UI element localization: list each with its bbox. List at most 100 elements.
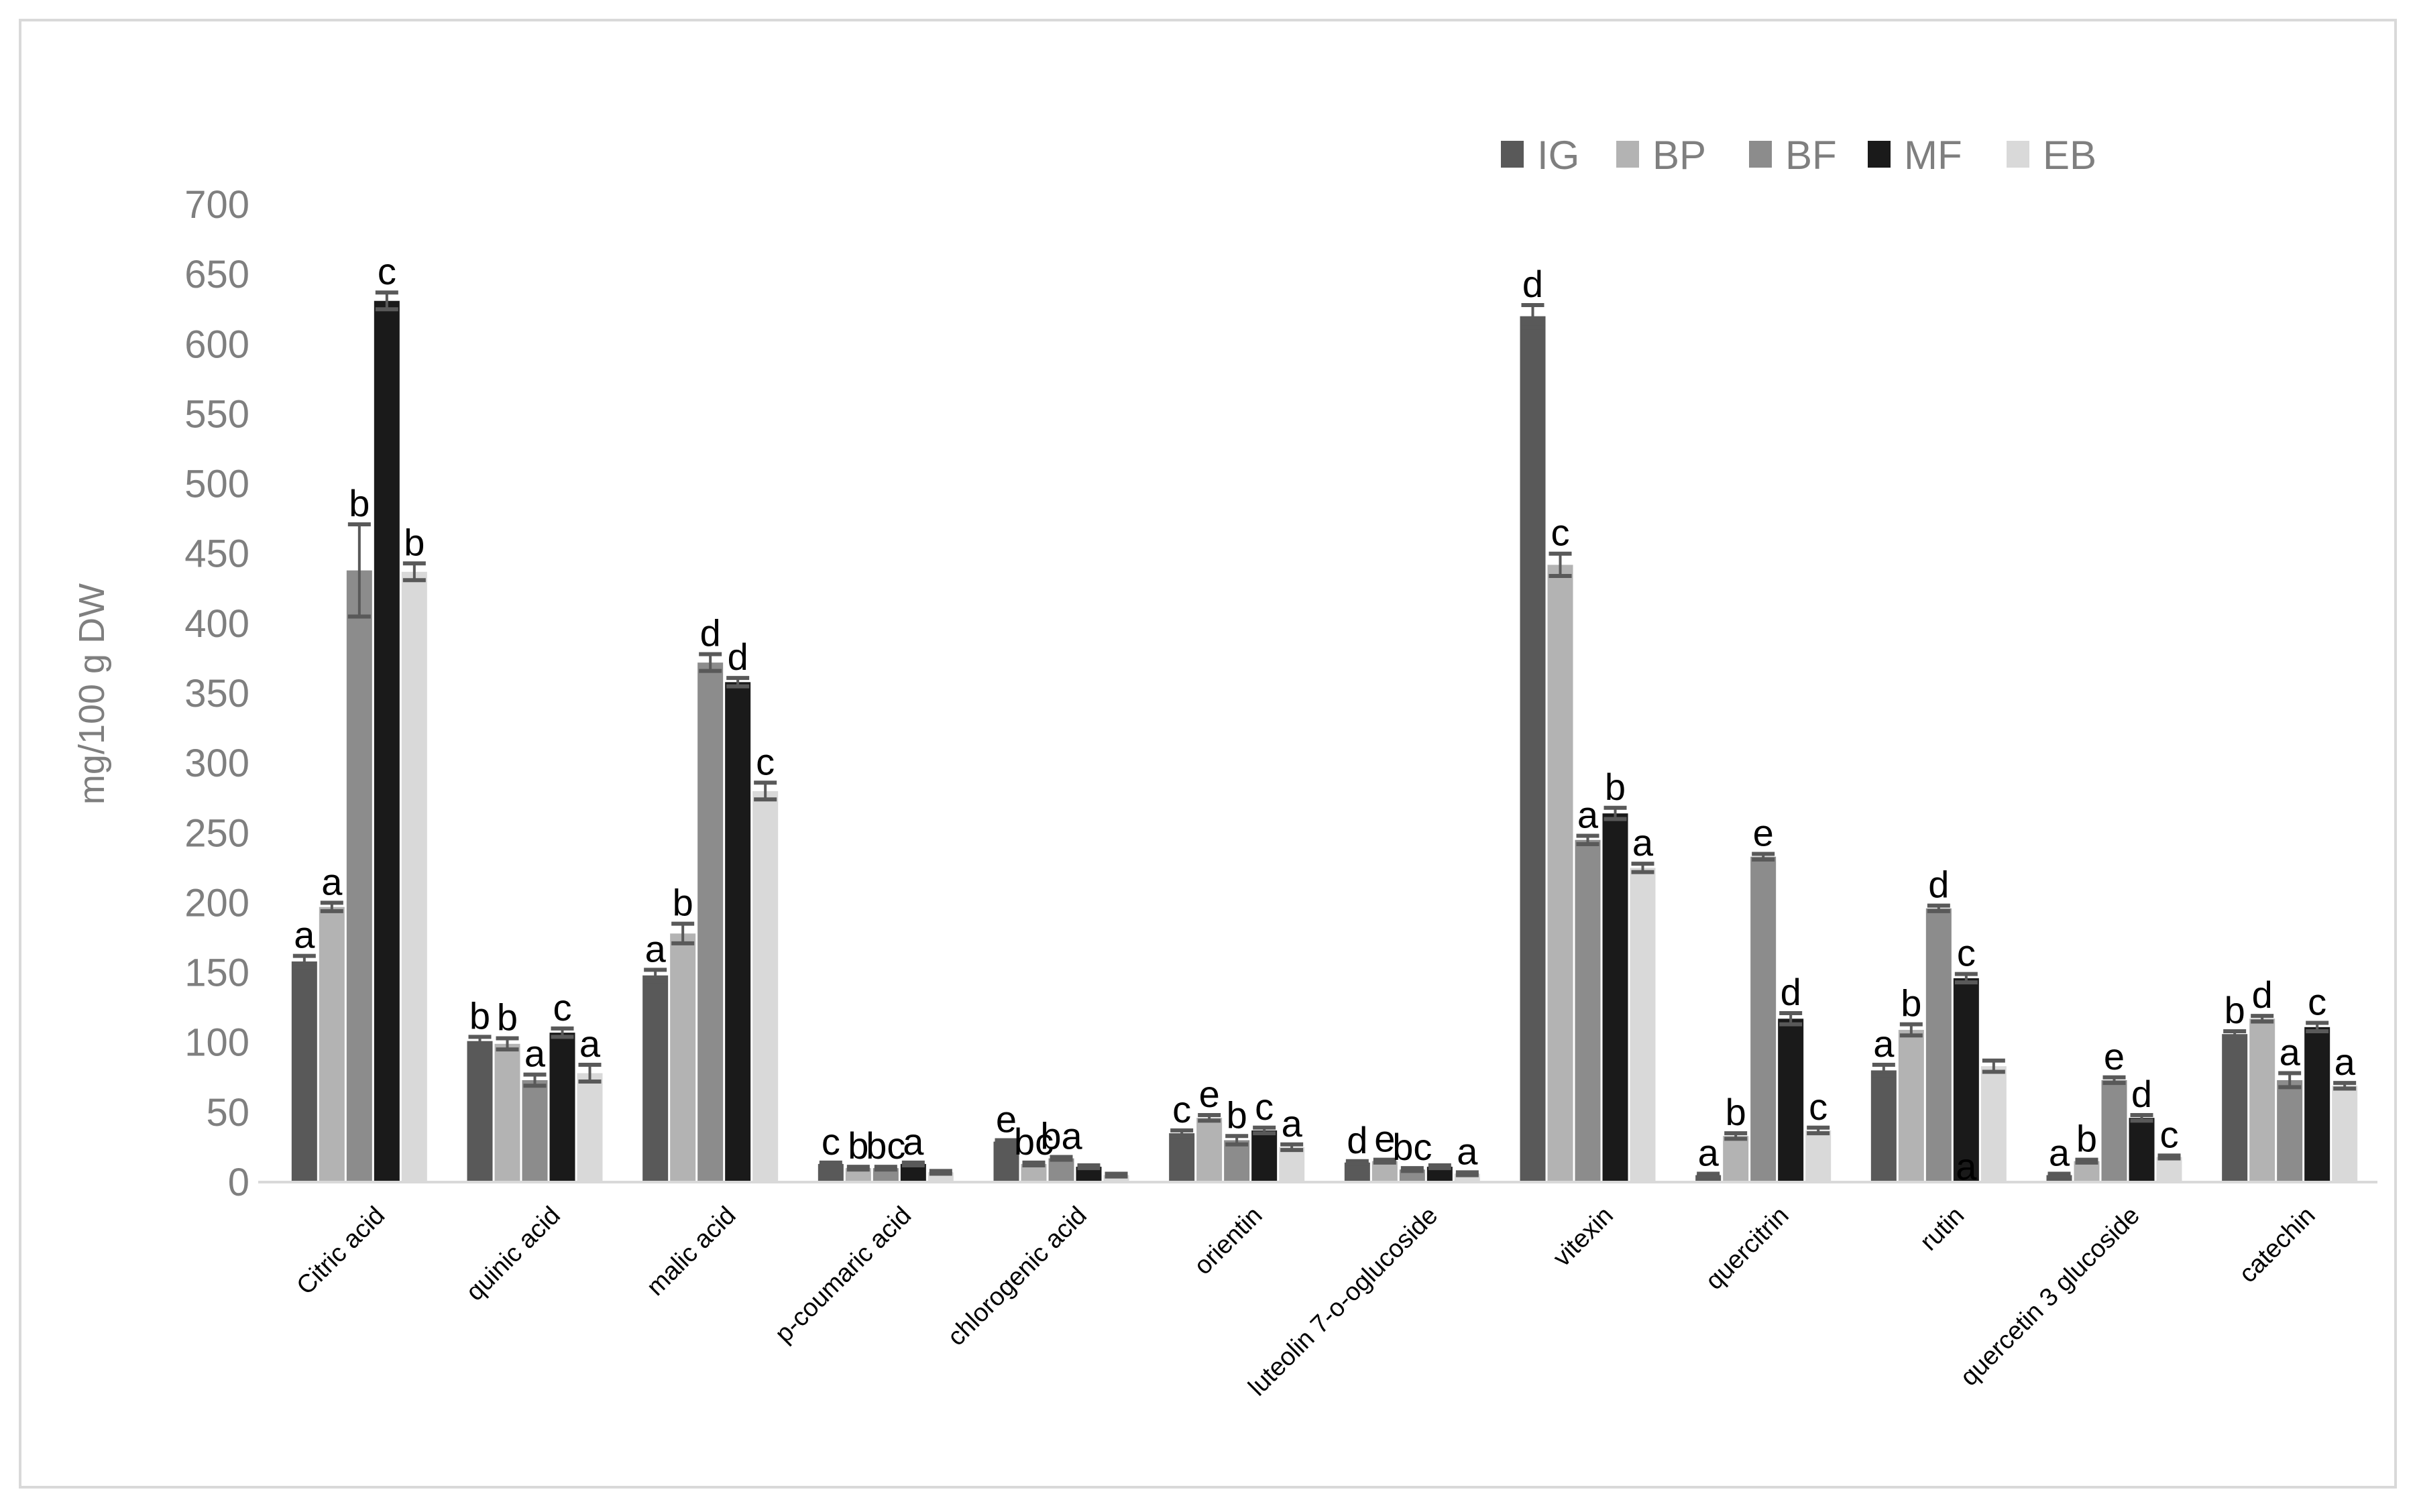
category-label: quercetin 3 glucoside — [1955, 1202, 2145, 1392]
bar-bp — [1371, 1161, 1398, 1182]
bar-bf — [1750, 856, 1777, 1182]
y-tick-label: 50 — [206, 1091, 249, 1135]
bar-eb — [2156, 1157, 2182, 1182]
bar-ig — [291, 961, 317, 1182]
error-bars — [292, 290, 2357, 1179]
significance-letter: c — [1172, 1088, 1191, 1130]
bar-eb — [1279, 1147, 1305, 1182]
y-tick-label: 250 — [184, 811, 249, 855]
legend-swatch-eb — [2007, 141, 2029, 168]
significance-letter: a — [1282, 1102, 1303, 1145]
significance-letter: b — [2225, 989, 2245, 1031]
bar-eb — [1103, 1175, 1129, 1182]
significance-letter: a — [1577, 793, 1599, 835]
significance-letter: c — [1809, 1086, 1828, 1128]
category-label: rutin — [1915, 1202, 1970, 1257]
significance-letter: d — [1347, 1119, 1367, 1161]
significance-letter: c — [553, 986, 572, 1029]
legend-swatch-ig — [1501, 141, 1524, 168]
bar-bp — [1723, 1136, 1749, 1182]
chart-frame — [19, 19, 2397, 1489]
significance-letter: b — [1901, 982, 1921, 1025]
significance-letter: bc — [866, 1124, 905, 1167]
bar-ig — [2222, 1034, 2248, 1182]
bar-eb — [1980, 1066, 2007, 1182]
bar-mf — [1426, 1167, 1453, 1182]
bar-mf — [725, 682, 751, 1182]
bar-mf — [1953, 978, 1979, 1182]
significance-letter: d — [1928, 864, 1949, 906]
bar-bf — [346, 570, 372, 1182]
bar-ig — [2046, 1175, 2072, 1182]
bar-eb — [1630, 868, 1656, 1182]
significance-letter: a — [1698, 1132, 1720, 1174]
significance-letter: a — [1873, 1023, 1895, 1065]
bar-ig — [1870, 1070, 1897, 1182]
significance-letter: b — [349, 482, 370, 524]
significance-letter: b — [469, 994, 490, 1037]
legend-label-eb: EB — [2043, 133, 2096, 178]
bar-eb — [2332, 1086, 2358, 1182]
bar-bp — [845, 1168, 871, 1182]
bar-bf — [1925, 908, 1952, 1182]
significance-letter: e — [1374, 1118, 1395, 1160]
y-axis-title: mg/100 g DW — [72, 583, 112, 805]
legend-swatch-mf — [1868, 141, 1891, 168]
y-tick-label: 550 — [184, 392, 249, 436]
significance-letter: a — [294, 914, 315, 956]
significance-letter: a — [321, 860, 343, 903]
category-label: quinic acid — [461, 1202, 566, 1307]
significance-letter: d — [1781, 971, 1801, 1013]
legend-swatch-bp — [1616, 141, 1639, 168]
y-tick-label: 300 — [184, 742, 249, 785]
bar-bp — [2074, 1161, 2100, 1182]
significance-letter: d — [1522, 263, 1543, 305]
bar-bp — [1547, 565, 1573, 1182]
y-tick-label: 500 — [184, 463, 249, 506]
bar-bp — [2249, 1019, 2275, 1182]
significance-letter: c — [2308, 981, 2326, 1023]
significance-letter: a — [645, 927, 667, 970]
bar-bp — [319, 907, 345, 1182]
legend-label-mf: MF — [1904, 133, 1962, 178]
significance-letter: c — [822, 1120, 840, 1163]
y-tick-label: 150 — [184, 951, 249, 995]
bar-mf — [2129, 1118, 2155, 1182]
significance-letter: e — [1753, 812, 1774, 854]
bar-ig — [1520, 316, 1546, 1183]
significance-letter: e — [1199, 1073, 1220, 1115]
bar-ig — [467, 1041, 493, 1182]
bar-bf — [697, 662, 724, 1182]
significance-letter: b — [1605, 766, 1626, 808]
legend-label-ig: IG — [1537, 133, 1579, 178]
category-label: p-coumaric acid — [770, 1202, 917, 1348]
category-label: Citric acid — [292, 1202, 391, 1301]
bar-bf — [522, 1080, 548, 1182]
bar-ig — [1169, 1133, 1195, 1182]
significance-letter: a — [1632, 821, 1654, 864]
significance-letter: c — [1957, 932, 1976, 974]
category-label: malic acid — [641, 1202, 741, 1301]
bar-ig — [642, 975, 669, 1182]
significance-letter: a — [1956, 1145, 1977, 1187]
significance-letter: c — [1551, 512, 1570, 554]
y-axis-ticks: 0 50 100 150 200 250 300 350 400 450 500 550 600 650 7… — [184, 183, 249, 1204]
significance-letter: b — [2076, 1118, 2097, 1160]
significance-letter: a — [1457, 1130, 1478, 1172]
bar-bp — [1898, 1029, 1924, 1182]
y-tick-label: 0 — [228, 1161, 249, 1204]
bars — [291, 300, 2358, 1183]
legend-swatch-bf — [1749, 141, 1772, 168]
category-label: catechin — [2234, 1202, 2321, 1289]
y-tick-label: 200 — [184, 881, 249, 925]
y-tick-label: 600 — [184, 323, 249, 366]
significance-letter: d — [2252, 974, 2273, 1016]
y-tick-label: 100 — [184, 1021, 249, 1065]
y-tick-label: 400 — [184, 602, 249, 646]
bar-eb — [1805, 1130, 1832, 1182]
significance-letter: e — [996, 1098, 1017, 1141]
significance-letter: b — [673, 882, 693, 924]
y-tick-label: 700 — [184, 183, 249, 227]
significance-letter: bc — [1014, 1120, 1054, 1163]
